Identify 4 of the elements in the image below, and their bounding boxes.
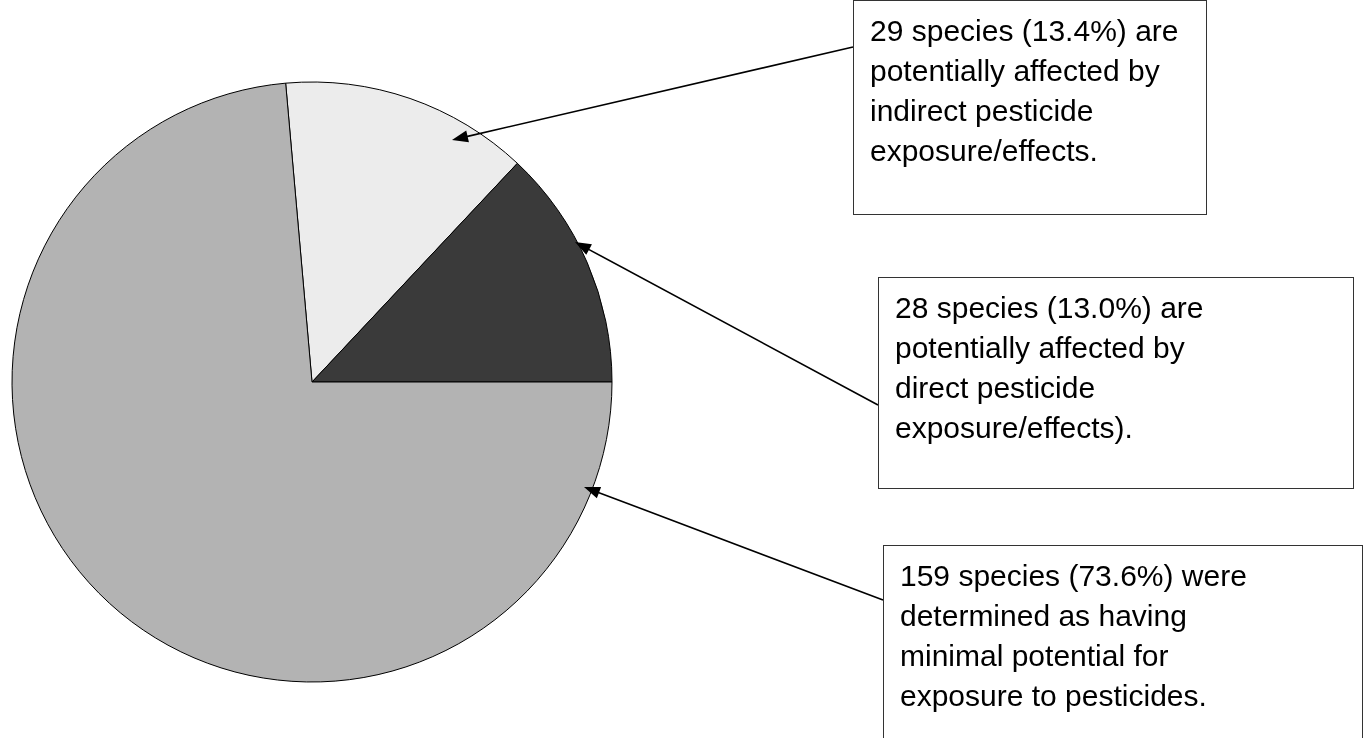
pie-slice [12, 82, 613, 683]
text: 29 species (13.4%) are potentially affected by indirect pesticide exposure/effects. [870, 13, 1180, 169]
text: 28 species (13.0%) are potentially affected by direct pesticide exposure/effects). [895, 290, 1205, 446]
text: 159 species (73.6%) were determined as having minimal potential for exposure to pesticides. [900, 558, 1248, 714]
